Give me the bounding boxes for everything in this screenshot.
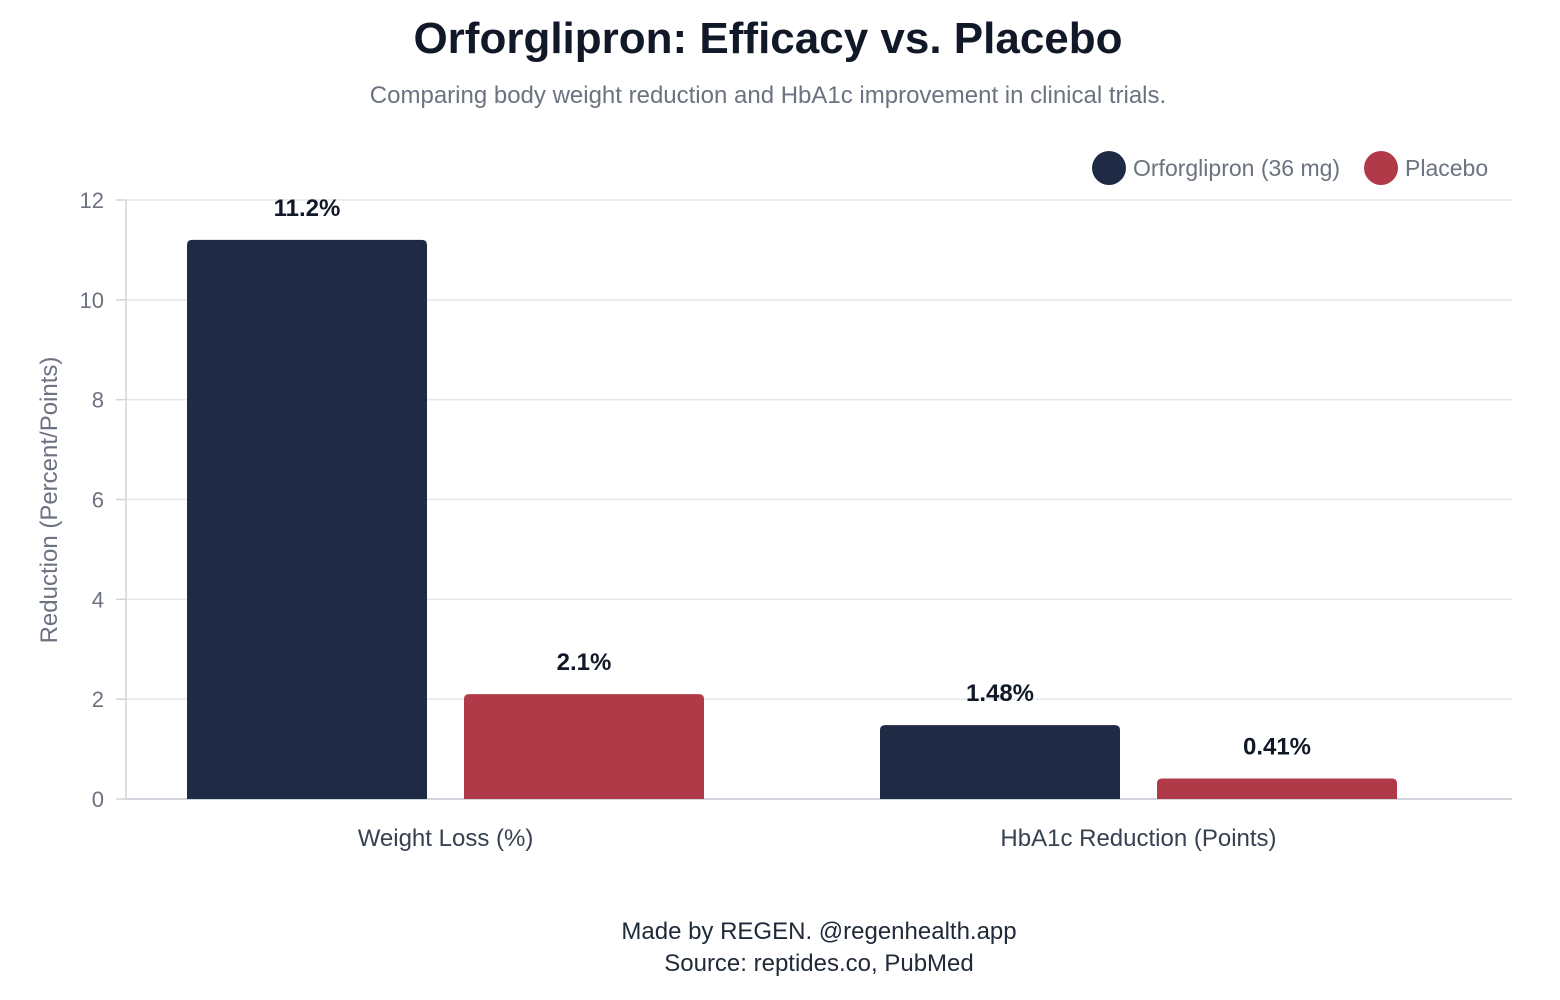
legend-swatch	[1092, 151, 1126, 185]
footer-source: Source: reptides.co, PubMed	[664, 950, 974, 977]
data-label: 0.41%	[1243, 734, 1311, 761]
data-labels: 11.2% 2.1% 1.48% 0.41%	[274, 195, 1311, 761]
legend-label: Placebo	[1405, 155, 1488, 181]
legend: Orforglipron (36 mg) Placebo	[1092, 151, 1488, 185]
y-tick-label: 4	[92, 587, 104, 612]
legend-swatch	[1364, 151, 1398, 185]
y-tick-label: 12	[80, 188, 104, 213]
y-tick-label: 6	[92, 488, 104, 513]
y-tick-label: 0	[92, 787, 104, 812]
bar	[1157, 778, 1397, 799]
bar	[187, 239, 427, 799]
data-label: 11.2%	[274, 195, 341, 222]
x-tick-label: HbA1c Reduction (Points)	[1000, 825, 1276, 852]
data-label: 1.48%	[966, 680, 1034, 707]
bar	[464, 694, 704, 799]
x-tick-label: Weight Loss (%)	[358, 825, 534, 852]
bars	[187, 239, 1397, 799]
footer-credit: Made by REGEN. @regenhealth.app	[621, 918, 1017, 945]
axes: 0 2 4 6 8 10 12 Reduction (Percent/Points) Weigh…	[36, 188, 1512, 852]
data-label: 2.1%	[557, 649, 612, 676]
chart-title: Orforglipron: Efficacy vs. Placebo	[413, 14, 1123, 63]
y-tick-label: 8	[92, 388, 104, 413]
chart-subtitle: Comparing body weight reduction and HbA1…	[369, 82, 1167, 109]
y-axis-title: Reduction (Percent/Points)	[36, 357, 63, 644]
y-tick-label: 10	[80, 288, 104, 313]
bar	[880, 725, 1120, 799]
y-tick-label: 2	[92, 687, 104, 712]
legend-label: Orforglipron (36 mg)	[1133, 155, 1340, 181]
